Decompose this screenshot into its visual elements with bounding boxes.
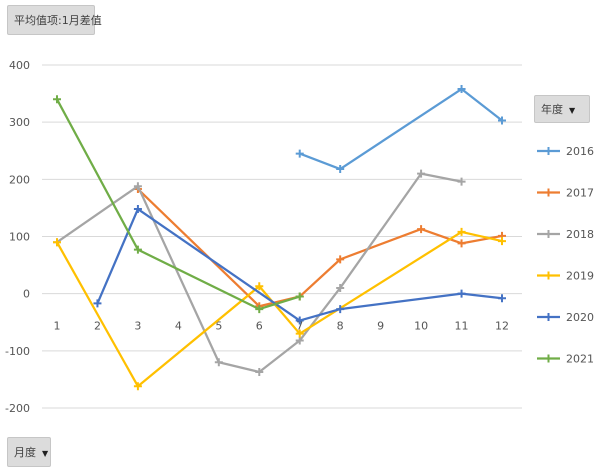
legend-marker-icon	[544, 147, 553, 155]
legend-label: 2019	[566, 270, 594, 283]
legend-marker-icon	[544, 230, 553, 238]
data-point	[498, 237, 506, 246]
y-tick-label: 200	[9, 173, 30, 186]
x-tick-label: 8	[337, 320, 344, 333]
data-point	[457, 289, 466, 298]
legend-label: 2020	[566, 311, 594, 324]
x-tick-label: 12	[495, 320, 509, 333]
legend-label: 2018	[566, 228, 594, 241]
x-tick-label: 11	[455, 320, 469, 333]
data-point	[336, 165, 345, 174]
series-line	[56, 98, 301, 311]
month-field-label: 月度	[14, 446, 36, 459]
x-tick-label: 3	[134, 320, 141, 333]
y-tick-label: 300	[9, 116, 30, 129]
x-axis-ticks: 1 2 3 4 5 6 7 8 9 10 11 12	[54, 320, 510, 333]
series-2021	[53, 95, 304, 314]
y-tick-label: 400	[9, 59, 30, 72]
data-point	[336, 255, 345, 264]
data-point	[457, 227, 466, 236]
legend-marker-icon	[544, 188, 553, 197]
x-tick-label: 1	[54, 320, 61, 333]
data-point	[214, 358, 223, 367]
data-point	[417, 169, 426, 178]
value-field-label: 平均值项:1月差值	[14, 14, 102, 27]
legend-marker-icon	[544, 271, 553, 280]
chevron-down-icon[interactable]: ▼	[569, 106, 576, 115]
data-point	[498, 294, 506, 303]
legend-item-2016[interactable]: 2016	[537, 145, 594, 158]
series-line	[299, 87, 503, 171]
legend-item-2018[interactable]: 2018	[537, 228, 594, 241]
legend-item-2021[interactable]: 2021	[537, 353, 594, 366]
data-point	[255, 305, 264, 314]
legend-item-2019[interactable]: 2019	[537, 270, 594, 283]
data-point	[53, 238, 61, 247]
x-tick-label: 5	[215, 320, 222, 333]
data-point	[336, 283, 345, 292]
data-point	[457, 85, 466, 94]
series-2020	[93, 205, 506, 325]
data-point	[295, 329, 304, 338]
series-line	[96, 207, 503, 322]
series-2019	[53, 227, 506, 391]
legend: 2016 2017 2018 2019 2020 2021	[537, 145, 594, 366]
x-tick-label: 9	[377, 320, 384, 333]
data-point	[457, 177, 466, 186]
legend-label: 2021	[566, 353, 594, 366]
data-point	[255, 282, 264, 291]
data-point	[133, 205, 142, 214]
year-legend-field-button[interactable]: 年度 ▼	[534, 95, 590, 123]
series-line	[56, 230, 503, 388]
x-tick-label: 10	[414, 320, 428, 333]
series-line	[56, 172, 462, 374]
data-point	[498, 116, 506, 125]
data-point	[133, 182, 142, 191]
y-tick-label: 100	[9, 231, 30, 244]
x-tick-label: 2	[94, 320, 101, 333]
series-2017	[133, 185, 506, 311]
data-point	[336, 305, 345, 314]
legend-marker-icon	[544, 313, 553, 321]
chevron-down-icon[interactable]: ▼	[42, 449, 49, 458]
data-point	[133, 245, 142, 254]
legend-marker-icon	[544, 354, 553, 363]
data-point	[295, 316, 304, 325]
data-point	[255, 367, 264, 376]
data-point	[93, 299, 102, 308]
y-tick-label: -200	[5, 402, 30, 415]
month-axis-field-button[interactable]: 月度 ▼	[7, 437, 51, 467]
value-field-button[interactable]: 平均值项:1月差值	[7, 5, 102, 35]
data-point	[133, 382, 142, 391]
y-tick-label: 0	[23, 288, 30, 301]
data-point	[53, 95, 61, 104]
y-axis-ticks: 400 300 200 100 0 -100 -200	[5, 59, 30, 415]
data-point	[295, 336, 304, 345]
data-point	[295, 149, 304, 158]
x-tick-label: 4	[175, 320, 182, 333]
gridlines	[42, 64, 522, 409]
y-tick-label: -100	[5, 345, 30, 358]
legend-item-2020[interactable]: 2020	[537, 311, 594, 324]
x-tick-label: 7	[296, 320, 303, 333]
x-tick-label: 6	[256, 320, 263, 333]
data-point	[417, 225, 426, 234]
series-2016	[295, 85, 506, 174]
year-field-label: 年度	[541, 103, 563, 116]
legend-label: 2017	[566, 187, 594, 200]
data-point	[295, 292, 304, 301]
series-group	[53, 85, 506, 391]
data-point	[457, 239, 466, 248]
legend-label: 2016	[566, 145, 594, 158]
legend-item-2017[interactable]: 2017	[537, 187, 594, 200]
